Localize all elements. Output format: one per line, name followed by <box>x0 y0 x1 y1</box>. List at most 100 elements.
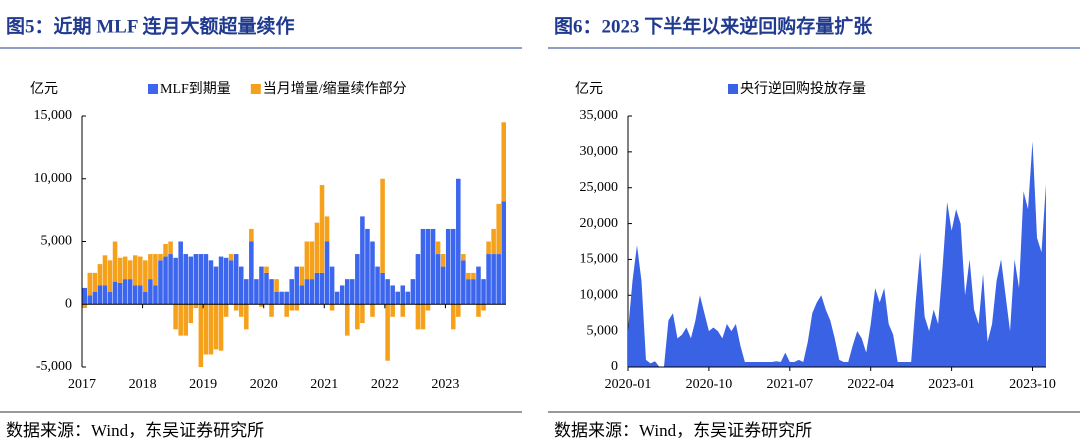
bar <box>390 285 395 305</box>
bar <box>334 291 340 305</box>
bar <box>249 241 254 305</box>
bar <box>486 254 491 305</box>
bar <box>122 279 128 305</box>
bar <box>274 279 279 292</box>
bar <box>203 304 209 355</box>
bar <box>314 272 320 305</box>
bar <box>218 304 224 351</box>
bar <box>132 255 138 286</box>
bar <box>425 304 431 311</box>
bar <box>87 295 93 305</box>
bar <box>223 304 229 317</box>
bar <box>481 279 486 305</box>
bar <box>158 254 163 261</box>
bar <box>228 254 234 261</box>
bar <box>294 266 300 305</box>
bar <box>233 304 239 311</box>
bar <box>82 304 88 309</box>
bar <box>132 285 138 305</box>
bar <box>355 304 360 330</box>
bar <box>173 257 178 305</box>
bar <box>430 228 436 305</box>
bar <box>491 254 496 305</box>
y-tick-label: 5,000 <box>41 234 73 249</box>
bar <box>299 285 305 305</box>
y-tick-label: 5,000 <box>587 323 619 338</box>
bar <box>102 255 108 286</box>
bar <box>344 279 350 305</box>
bar <box>148 279 153 305</box>
bar <box>143 260 148 292</box>
bar <box>496 254 501 305</box>
x-tick-label: 2023-10 <box>1009 377 1056 392</box>
bar <box>445 228 451 305</box>
x-tick-label: 2021-07 <box>766 377 813 392</box>
bar <box>486 241 491 255</box>
bar <box>304 241 310 280</box>
y-tick-label: 15,000 <box>580 252 619 267</box>
bar <box>309 241 315 280</box>
bar <box>213 304 219 350</box>
bar <box>380 178 385 273</box>
bar <box>314 222 320 273</box>
y-tick-label: 25,000 <box>580 180 619 195</box>
bar <box>304 279 310 305</box>
bar <box>476 266 481 305</box>
bar <box>168 254 173 305</box>
x-tick-label: 2022 <box>371 377 399 392</box>
bar <box>466 279 471 305</box>
bar <box>203 254 209 305</box>
y-tick-label: 10,000 <box>34 171 73 186</box>
bar <box>420 304 426 330</box>
bar <box>244 304 249 330</box>
bar <box>395 291 400 305</box>
bar <box>259 266 264 305</box>
y-tick-label: 35,000 <box>580 108 619 123</box>
bar <box>238 304 244 317</box>
y-unit: 亿元 <box>575 81 603 97</box>
bar <box>82 287 88 305</box>
bar <box>264 272 269 305</box>
bar <box>466 272 471 280</box>
x-tick-label: 2023 <box>431 377 459 392</box>
area <box>628 141 1046 367</box>
bar <box>183 254 188 305</box>
bar <box>138 285 143 305</box>
bar <box>233 254 239 305</box>
bar <box>420 228 426 305</box>
bar <box>501 122 506 202</box>
bar <box>471 272 476 280</box>
bar <box>228 260 234 305</box>
bar <box>138 256 143 286</box>
bar <box>365 228 370 305</box>
bar <box>456 178 461 305</box>
bar <box>117 257 123 283</box>
bar <box>309 279 315 305</box>
x-tick-label: 2022-04 <box>847 377 894 392</box>
bar <box>450 228 456 305</box>
bar <box>324 241 330 305</box>
bar <box>193 304 199 309</box>
bar <box>102 285 108 305</box>
bar <box>97 264 103 286</box>
bar <box>496 203 501 255</box>
x-tick-label: 2018 <box>129 377 157 392</box>
bar <box>97 285 103 305</box>
bar <box>294 304 300 311</box>
bar <box>249 228 254 242</box>
bar <box>173 304 178 330</box>
bar <box>370 304 375 317</box>
bar <box>284 291 289 305</box>
bar <box>350 279 355 305</box>
bar <box>208 304 214 355</box>
bar <box>223 257 229 305</box>
y-tick-label: 0 <box>65 296 72 311</box>
bar <box>158 260 163 305</box>
chart-title: 图6：2023 下半年以来逆回购存量扩张 <box>554 14 873 37</box>
bar <box>163 244 168 257</box>
bar <box>178 241 183 305</box>
bar <box>163 256 168 305</box>
bar <box>213 266 219 305</box>
legend-label: 当月增量/缩量续作部分 <box>263 80 407 97</box>
bar <box>254 279 259 305</box>
